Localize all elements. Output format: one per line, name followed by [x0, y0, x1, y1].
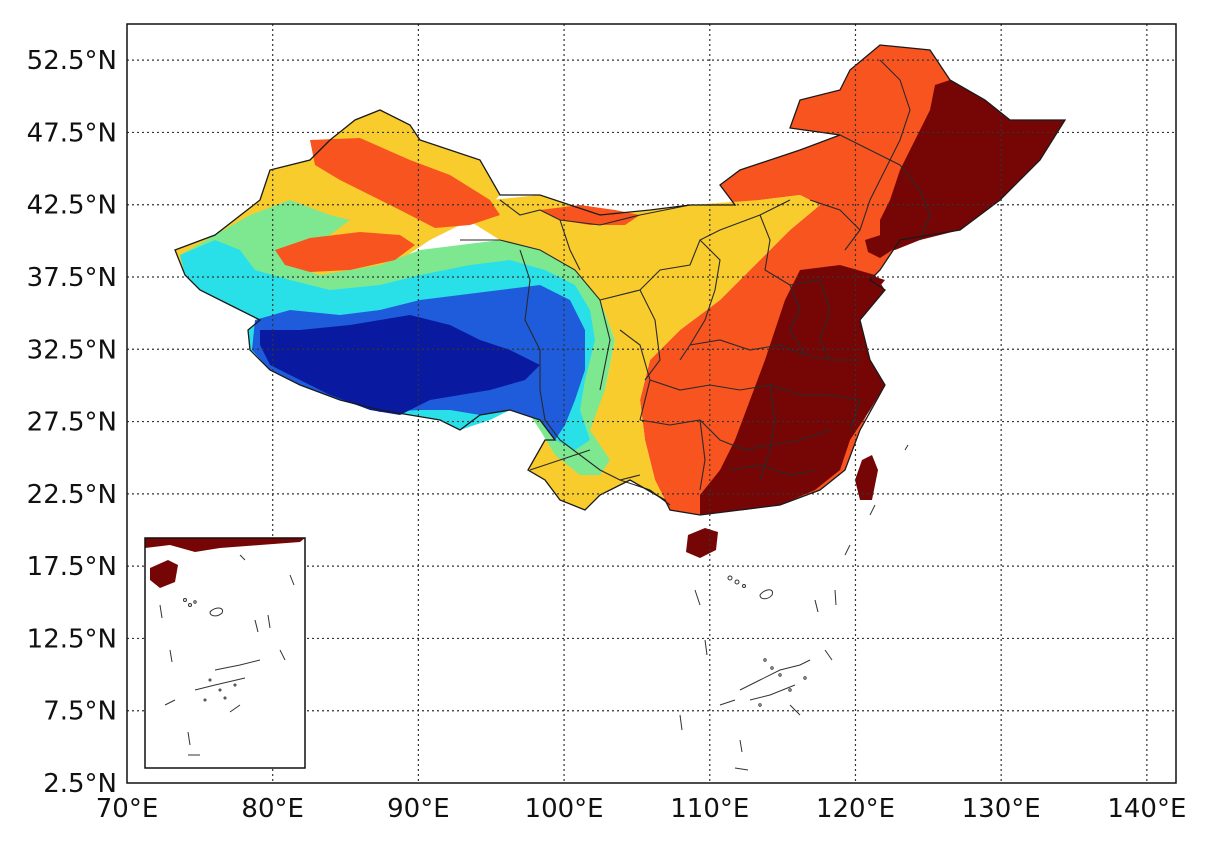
province-boundaries — [460, 59, 931, 506]
inset-islands — [159, 554, 295, 756]
south-china-sea-inset — [144, 537, 306, 769]
y-tick-label: 2.5°N — [43, 769, 117, 799]
y-axis: 2.5°N 7.5°N 12.5°N 17.5°N 22.5°N 27.5°N 32.5°N… — [27, 46, 117, 799]
region-dark-red-liaoning — [865, 232, 900, 258]
y-tick-label: 27.5°N — [27, 408, 117, 438]
region-orange-red-xinjiang-north — [310, 138, 500, 228]
y-tick-label: 37.5°N — [27, 263, 117, 293]
x-tick-label: 110°E — [670, 794, 749, 824]
inset-frame — [144, 537, 306, 769]
y-tick-label: 22.5°N — [27, 480, 117, 510]
y-tick-label: 52.5°N — [27, 46, 117, 76]
region-orange-red-mongolia — [540, 205, 640, 225]
region-darkest-blue — [260, 315, 540, 415]
x-tick-label: 140°E — [1107, 794, 1186, 824]
x-tick-label: 70°E — [96, 794, 159, 824]
y-tick-label: 32.5°N — [27, 335, 117, 365]
region-dark-red-northeast — [880, 80, 1065, 250]
x-tick-label: 80°E — [241, 794, 304, 824]
region-yellow — [460, 195, 820, 510]
grid-lines — [127, 24, 1176, 783]
plot-frame — [126, 23, 1177, 784]
y-tick-label: 12.5°N — [27, 624, 117, 654]
china-map — [174, 44, 1067, 771]
x-tick-label: 100°E — [525, 794, 604, 824]
country-outline — [174, 44, 1067, 516]
inset-hainan — [150, 560, 178, 588]
x-tick-label: 130°E — [962, 794, 1041, 824]
y-tick-label: 47.5°N — [27, 118, 117, 148]
x-axis: 70°E 80°E 90°E 100°E 110°E 120°E 130°E 140°E — [96, 794, 1187, 824]
x-tick-label: 120°E — [816, 794, 895, 824]
y-tick-label: 42.5°N — [27, 191, 117, 221]
inset-mainland — [145, 538, 305, 552]
south-china-sea-islands — [679, 444, 909, 771]
y-tick-label: 7.5°N — [43, 697, 117, 727]
region-orange-red-basin — [275, 232, 415, 272]
y-tick-label: 17.5°N — [27, 552, 117, 582]
x-tick-label: 90°E — [387, 794, 450, 824]
region-taiwan — [855, 455, 878, 500]
region-dark-red-southeast — [700, 265, 885, 515]
